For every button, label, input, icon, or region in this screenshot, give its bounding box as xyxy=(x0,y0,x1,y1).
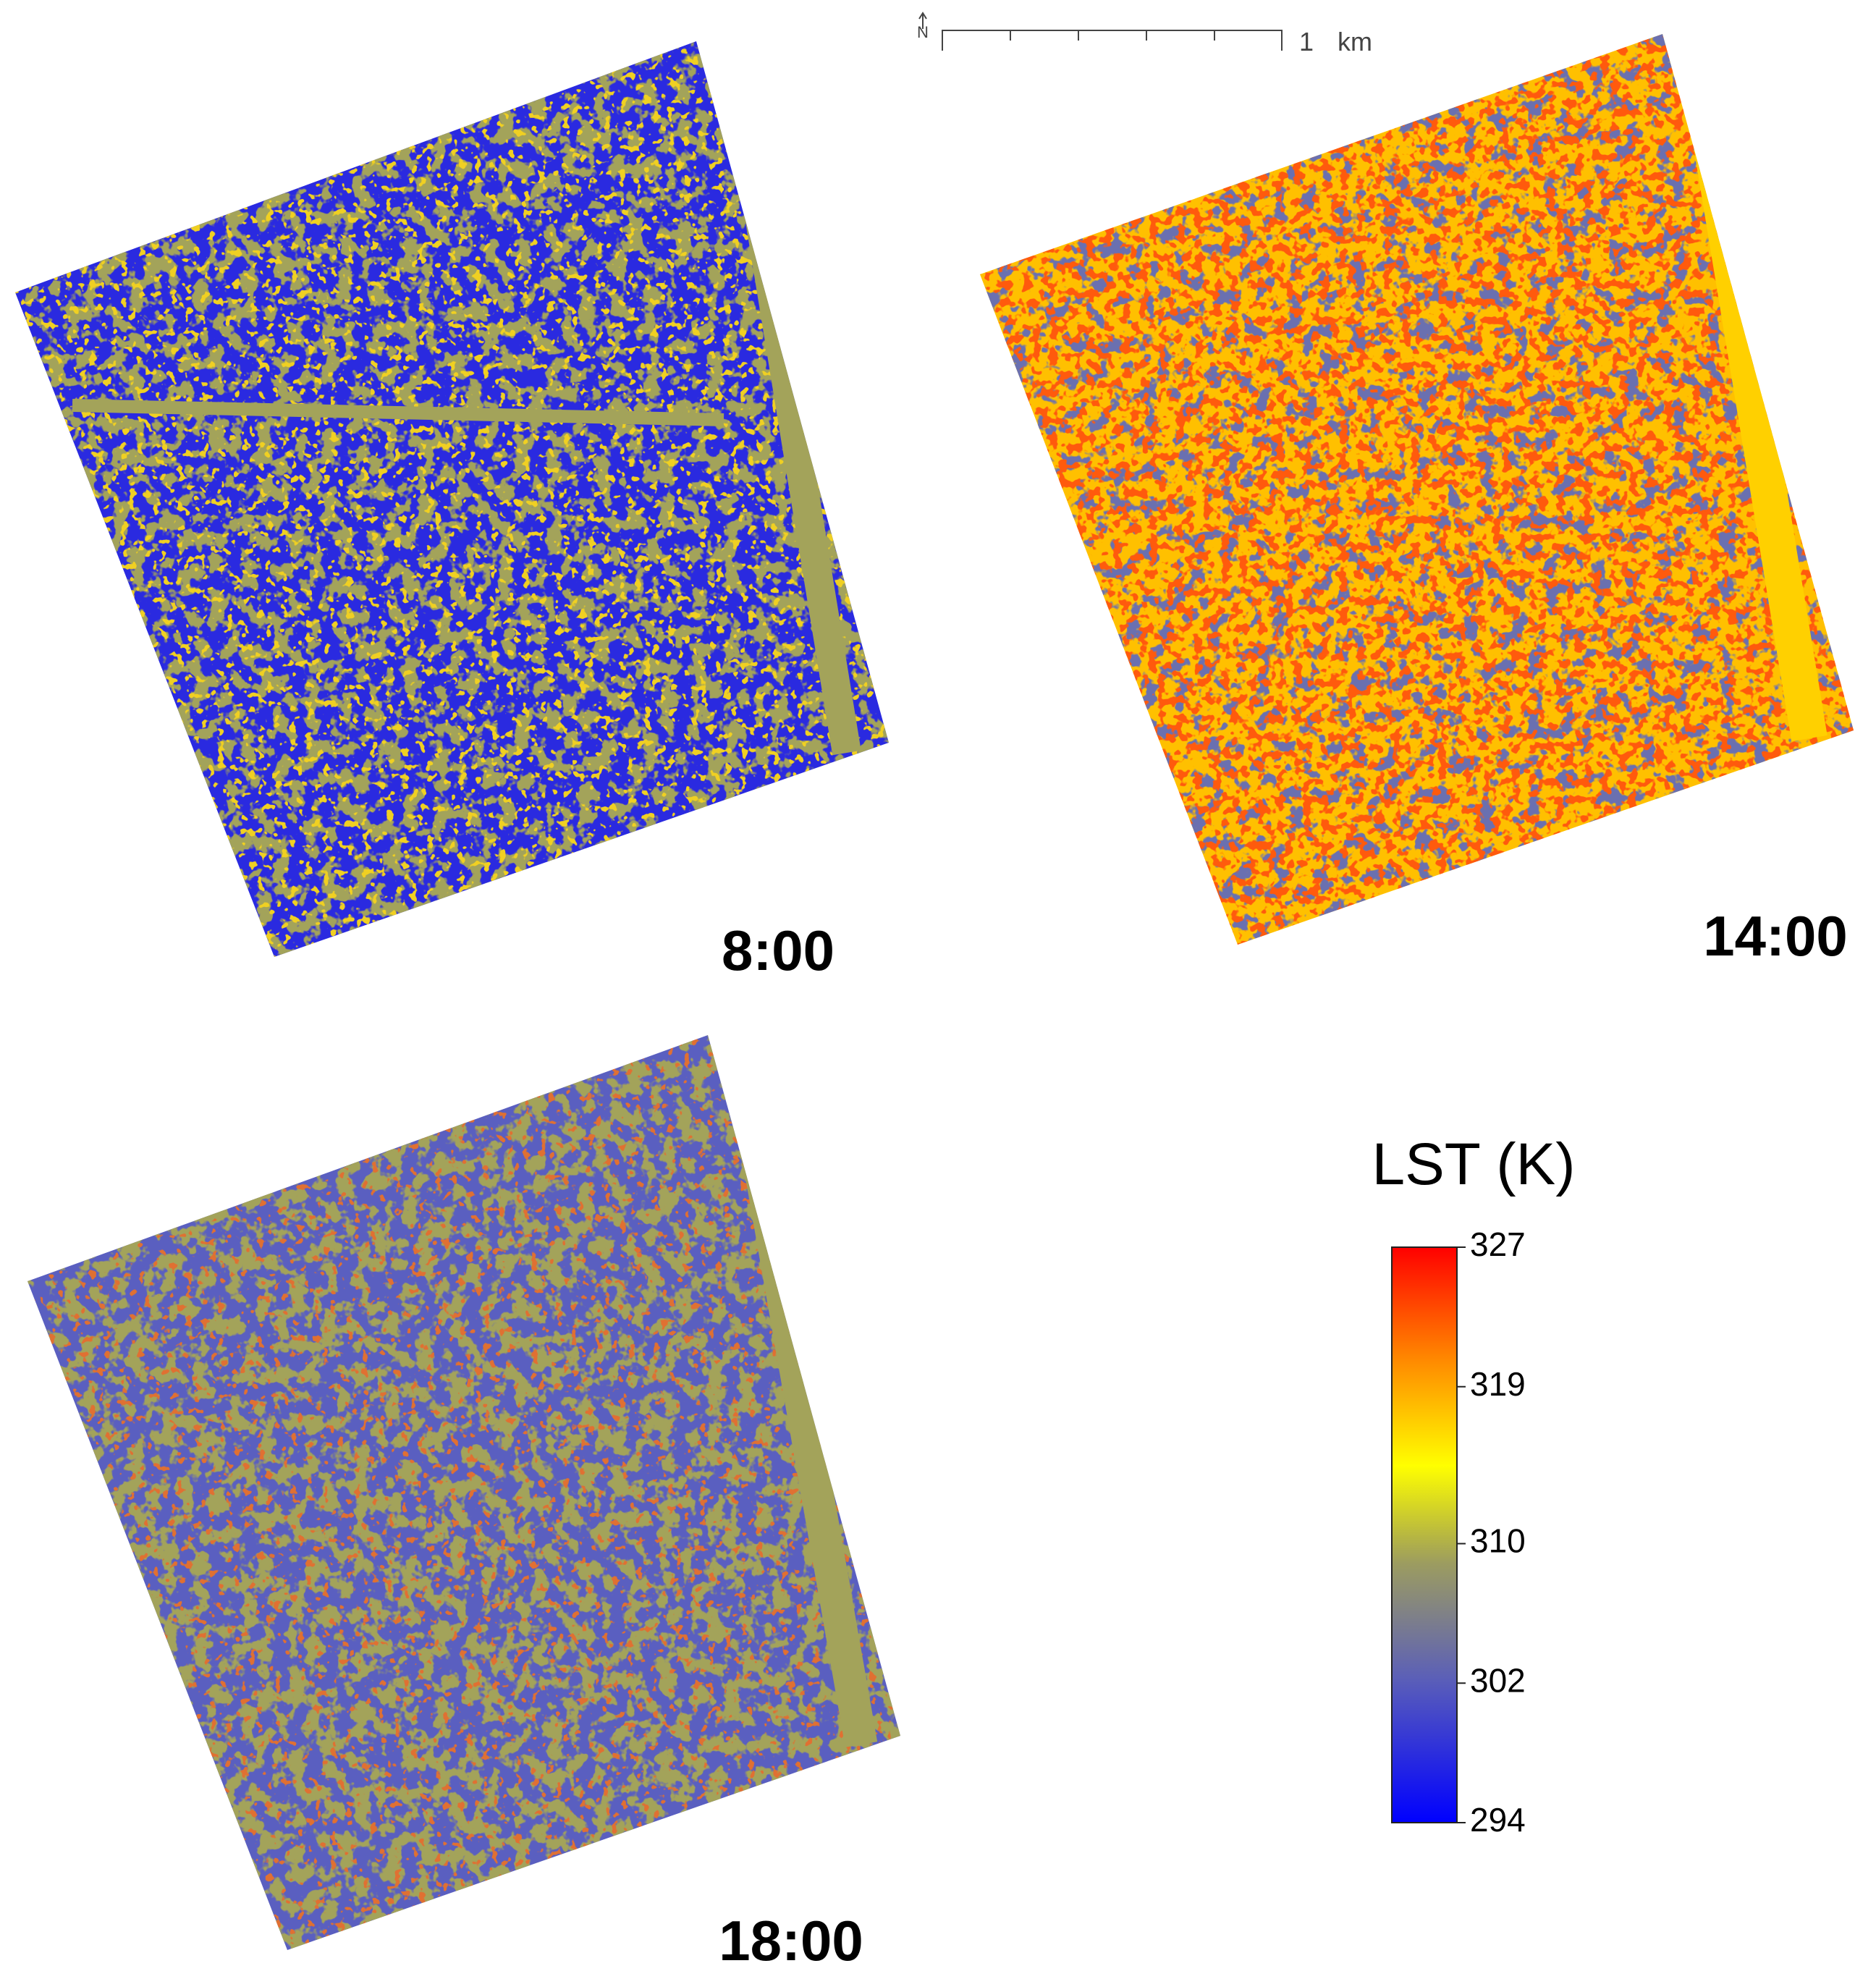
colorbar-tick-label: 294 xyxy=(1470,1801,1526,1839)
map-1800 xyxy=(28,1035,900,1950)
legend-title: LST (K) xyxy=(1372,1131,1576,1197)
map-label: 8:00 xyxy=(722,919,835,982)
map-1400 xyxy=(980,34,1854,945)
colorbar xyxy=(1391,1246,1458,1823)
colorbar-tick-label: 319 xyxy=(1470,1365,1526,1403)
colorbar-tick-label: 302 xyxy=(1470,1661,1526,1699)
map-label: 14:00 xyxy=(1703,904,1848,968)
map-label: 18:00 xyxy=(719,1909,863,1972)
scale-unit: km xyxy=(1338,27,1372,56)
colorbar-ticks: 327 319 310 302 294 xyxy=(1457,1225,1526,1839)
colorbar-tick-label: 327 xyxy=(1470,1225,1526,1263)
map-0800 xyxy=(15,41,889,957)
north-label: N xyxy=(917,23,929,41)
scale-distance: 1 xyxy=(1299,27,1314,56)
colorbar-tick-label: 310 xyxy=(1470,1522,1526,1560)
scale-bar xyxy=(918,12,1283,51)
